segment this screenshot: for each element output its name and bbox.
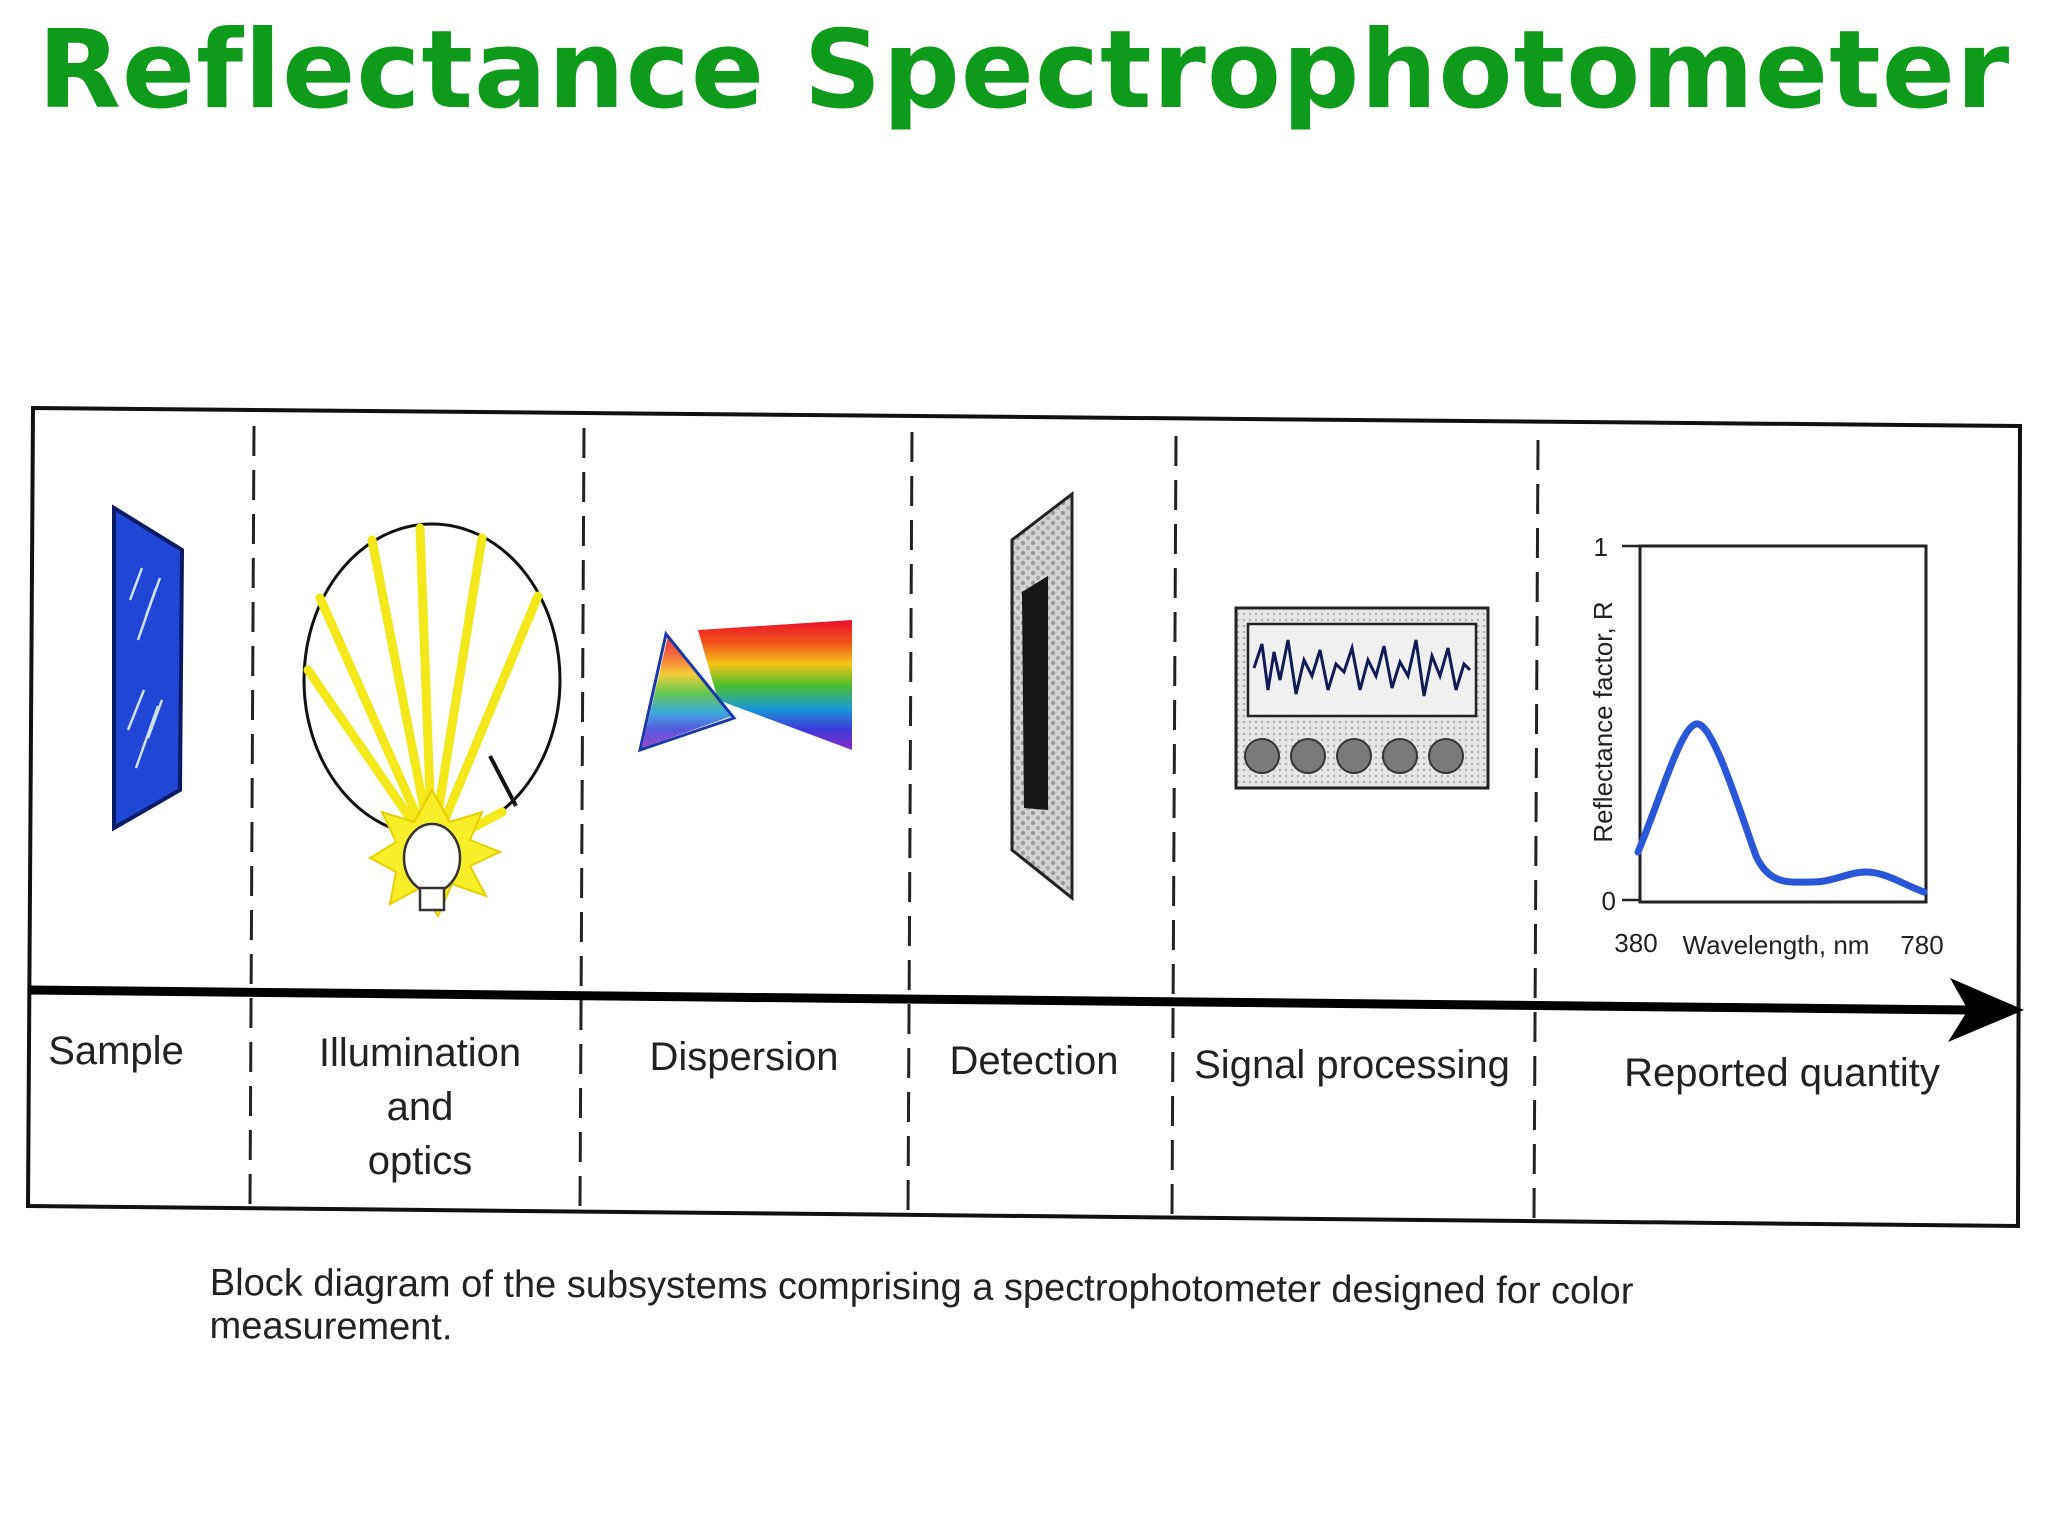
reflectance-curve bbox=[1634, 720, 1928, 896]
stage-label-sample: Sample bbox=[48, 1029, 184, 1073]
graph-plot-area bbox=[1638, 544, 1928, 904]
signal-processor-box bbox=[1234, 606, 1490, 790]
x-max-label: 780 bbox=[1900, 930, 1943, 960]
stage-label-illumination: Illumination bbox=[319, 1031, 521, 1075]
y-max-label: 1 bbox=[1594, 532, 1608, 562]
sample-glass-panel bbox=[112, 504, 185, 832]
reflectance-graph: 1 0 380 780 Wavelength, nm Reflectance f… bbox=[1588, 532, 1944, 960]
stage-label-reported-quantity: Reported quantity bbox=[1624, 1051, 1940, 1095]
x-axis-title: Wavelength, nm bbox=[1683, 930, 1870, 960]
stage-label-signal-processing: Signal processing bbox=[1194, 1043, 1510, 1087]
stage-label-optics: optics bbox=[368, 1139, 473, 1183]
detector-array bbox=[1010, 490, 1074, 902]
x-min-label: 380 bbox=[1614, 928, 1657, 958]
stage-label-detection: Detection bbox=[950, 1039, 1119, 1083]
slide-title: Reflectance Spectrophotometer bbox=[37, 8, 2011, 133]
y-axis-title: Reflectance factor, R bbox=[1588, 601, 1618, 842]
timeline-arrow bbox=[27, 978, 2024, 1042]
diagram-frame bbox=[25, 405, 2023, 1229]
dispersion-prism bbox=[637, 620, 852, 753]
figure-caption: Block diagram of the subsystems comprisi… bbox=[209, 1262, 1634, 1349]
stage-label-and: and bbox=[387, 1085, 454, 1129]
signal-trace bbox=[1252, 639, 1472, 697]
stage-label-dispersion: Dispersion bbox=[650, 1035, 839, 1079]
integrating-sphere-lamp bbox=[302, 522, 562, 919]
y-min-label: 0 bbox=[1602, 886, 1616, 916]
